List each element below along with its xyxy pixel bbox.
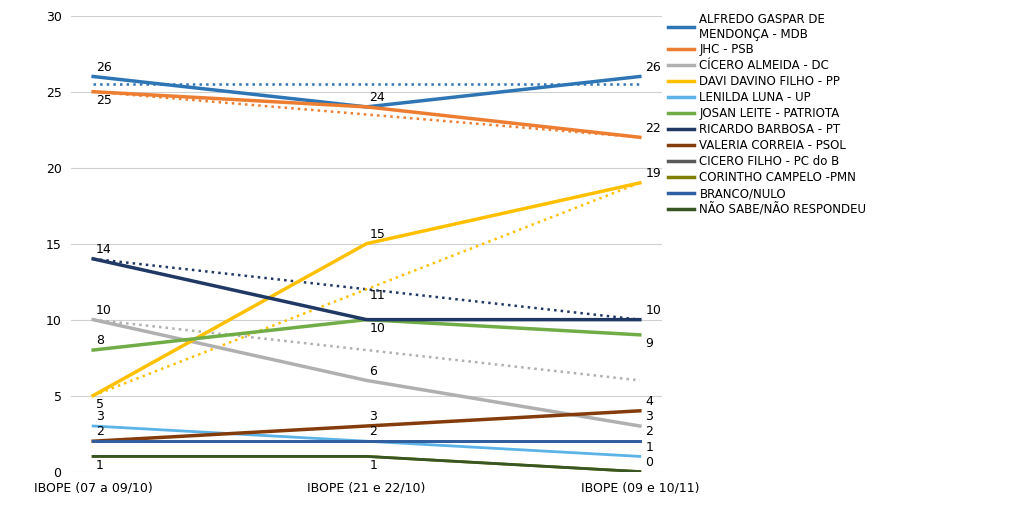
Text: 1: 1 bbox=[370, 458, 377, 472]
Text: 2: 2 bbox=[370, 425, 377, 439]
Text: 1: 1 bbox=[645, 441, 654, 454]
Text: 2: 2 bbox=[96, 425, 104, 439]
Text: 1: 1 bbox=[96, 458, 104, 472]
Text: 0: 0 bbox=[645, 456, 654, 469]
Text: 15: 15 bbox=[370, 228, 385, 241]
Text: 5: 5 bbox=[96, 398, 104, 411]
Text: 4: 4 bbox=[645, 395, 654, 408]
Text: 9: 9 bbox=[645, 337, 654, 350]
Text: 24: 24 bbox=[370, 91, 385, 104]
Text: 26: 26 bbox=[645, 61, 661, 74]
Text: 3: 3 bbox=[645, 410, 654, 423]
Text: 19: 19 bbox=[645, 167, 661, 180]
Text: 25: 25 bbox=[96, 94, 112, 107]
Text: 10: 10 bbox=[645, 304, 662, 317]
Text: 2: 2 bbox=[645, 425, 654, 439]
Text: 10: 10 bbox=[96, 304, 112, 317]
Text: 3: 3 bbox=[370, 410, 377, 423]
Text: 26: 26 bbox=[96, 61, 112, 74]
Text: 10: 10 bbox=[370, 322, 385, 335]
Text: 3: 3 bbox=[96, 410, 104, 423]
Text: 22: 22 bbox=[645, 122, 661, 135]
Text: 14: 14 bbox=[96, 243, 112, 256]
Text: 11: 11 bbox=[370, 289, 385, 302]
Text: 8: 8 bbox=[96, 334, 104, 347]
Legend: ALFREDO GASPAR DE
MENDONÇA - MDB, JHC - PSB, CÍCERO ALMEIDA - DC, DAVI DAVINO FI: ALFREDO GASPAR DE MENDONÇA - MDB, JHC - … bbox=[668, 13, 866, 216]
Text: 6: 6 bbox=[370, 365, 377, 378]
